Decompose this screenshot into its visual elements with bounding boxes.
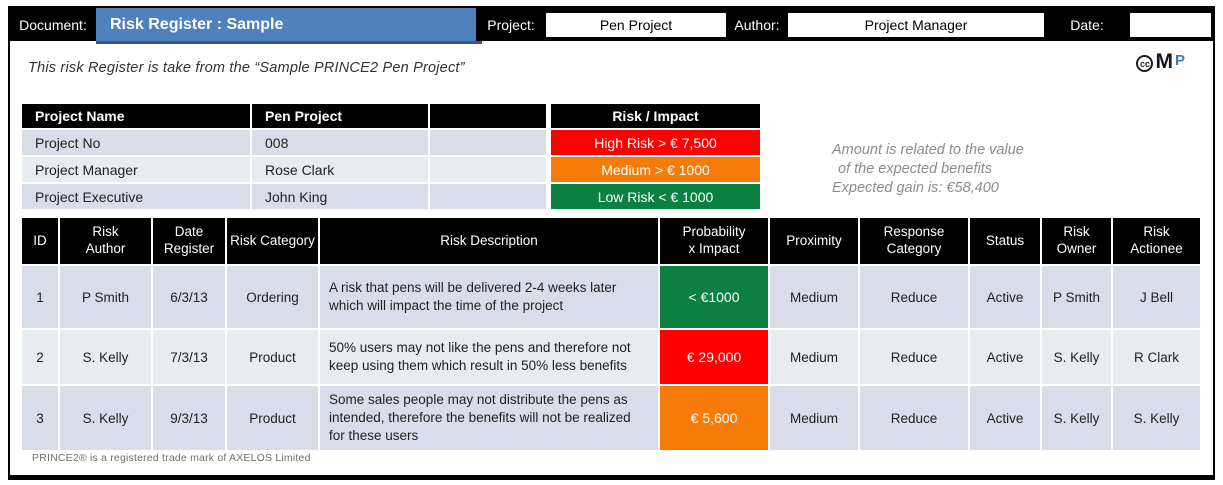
col-header-risk-description: Risk Description	[320, 218, 658, 264]
cell-risk-description: A risk that pens will be delivered 2-4 w…	[320, 266, 658, 328]
cell-proximity: Medium	[770, 266, 858, 328]
info-row-spacer	[430, 184, 546, 209]
info-row-label: Project Manager	[22, 157, 250, 182]
cell-risk-description: Some sales people may not distribute the…	[320, 386, 658, 450]
risk-register-table: ID Risk Author Date Register Risk Catego…	[22, 218, 1200, 450]
cell-date-register: 6/3/13	[153, 266, 225, 328]
cell-probability-impact: € 29,000	[660, 330, 768, 384]
benefit-note-line2: of the expected benefits	[838, 161, 992, 177]
cell-risk-actionee: R Clark	[1113, 330, 1200, 384]
col-header-risk-actionee: Risk Actionee	[1113, 218, 1200, 264]
benefit-note: Amount is related to the value of the ex…	[832, 141, 1024, 198]
col-header-risk-category: Risk Category	[227, 218, 318, 264]
info-row-label: Project No	[22, 130, 250, 155]
cc-mp-logo: cc M P	[1136, 50, 1185, 73]
col-header-probability-impact: Probability x Impact	[660, 218, 768, 264]
cell-risk-category: Product	[227, 330, 318, 384]
cell-risk-owner: S. Kelly	[1042, 330, 1111, 384]
info-header-spacer	[430, 104, 546, 128]
col-header-status: Status	[970, 218, 1040, 264]
creative-commons-icon: cc	[1136, 55, 1154, 72]
cell-status: Active	[970, 386, 1040, 450]
trademark-footer: PRINCE2® is a registered trade mark of A…	[32, 452, 311, 464]
cell-risk-category: Ordering	[227, 266, 318, 328]
info-header-risk-impact: Risk / Impact	[548, 104, 760, 128]
cell-response-category: Reduce	[860, 386, 968, 450]
info-header-project-value: Pen Project	[252, 104, 428, 128]
col-header-id: ID	[22, 218, 58, 264]
risk-level-low: Low Risk < € 1000	[548, 184, 760, 209]
project-info-table: Project Name Pen Project Risk / Impact P…	[22, 104, 760, 209]
author-field[interactable]: Project Manager	[788, 12, 1044, 37]
info-header-project-name: Project Name	[22, 104, 250, 128]
cell-status: Active	[970, 330, 1040, 384]
info-row-value: 008	[252, 130, 428, 155]
info-row-spacer	[430, 157, 546, 182]
info-row-spacer	[430, 130, 546, 155]
cell-risk-author: P Smith	[60, 266, 151, 328]
cell-risk-category: Product	[227, 386, 318, 450]
cell-proximity: Medium	[770, 330, 858, 384]
page-frame: Document: Risk Register : Sample Project…	[8, 6, 1215, 480]
author-label: Author:	[734, 16, 780, 33]
col-header-response-category: Response Category	[860, 218, 968, 264]
info-row-value: Rose Clark	[252, 157, 428, 182]
cell-response-category: Reduce	[860, 266, 968, 328]
cell-date-register: 9/3/13	[153, 386, 225, 450]
cell-risk-author: S. Kelly	[60, 386, 151, 450]
cell-risk-author: S. Kelly	[60, 330, 151, 384]
document-label: Document:	[19, 16, 87, 33]
title-underline	[96, 41, 482, 44]
col-header-date-register: Date Register	[153, 218, 225, 264]
cell-date-register: 7/3/13	[153, 330, 225, 384]
logo-letter-p: P	[1174, 52, 1185, 69]
cell-id: 3	[22, 386, 58, 450]
cell-risk-owner: S. Kelly	[1042, 386, 1111, 450]
cell-probability-impact: < €1000	[660, 266, 768, 328]
cell-probability-impact: € 5,600	[660, 386, 768, 450]
col-header-proximity: Proximity	[770, 218, 858, 264]
benefit-note-line1: Amount is related to the value	[832, 142, 1024, 158]
cell-id: 2	[22, 330, 58, 384]
date-label: Date:	[1070, 16, 1104, 33]
cell-risk-actionee: S. Kelly	[1113, 386, 1200, 450]
cell-id: 1	[22, 266, 58, 328]
cell-proximity: Medium	[770, 386, 858, 450]
date-field[interactable]	[1130, 12, 1211, 37]
document-header-bar: Document: Risk Register : Sample Project…	[10, 8, 1213, 41]
col-header-risk-owner: Risk Owner	[1042, 218, 1111, 264]
col-header-risk-author: Risk Author	[60, 218, 151, 264]
cell-response-category: Reduce	[860, 330, 968, 384]
project-label: Project:	[487, 16, 535, 33]
cell-risk-description: 50% users may not like the pens and ther…	[320, 330, 658, 384]
cell-status: Active	[970, 266, 1040, 328]
info-row-value: John King	[252, 184, 428, 209]
benefit-note-line3: Expected gain is: €58,400	[832, 180, 999, 196]
risk-level-medium: Medium > € 1000	[548, 157, 760, 182]
document-title: Risk Register : Sample	[96, 8, 476, 41]
project-field[interactable]: Pen Project	[546, 12, 726, 37]
info-row-label: Project Executive	[22, 184, 250, 209]
logo-letter-m: M	[1155, 50, 1173, 73]
page-subtitle: This risk Register is take from the “Sam…	[28, 60, 465, 76]
risk-level-high: High Risk > € 7,500	[548, 130, 760, 155]
cell-risk-actionee: J Bell	[1113, 266, 1200, 328]
cell-risk-owner: P Smith	[1042, 266, 1111, 328]
